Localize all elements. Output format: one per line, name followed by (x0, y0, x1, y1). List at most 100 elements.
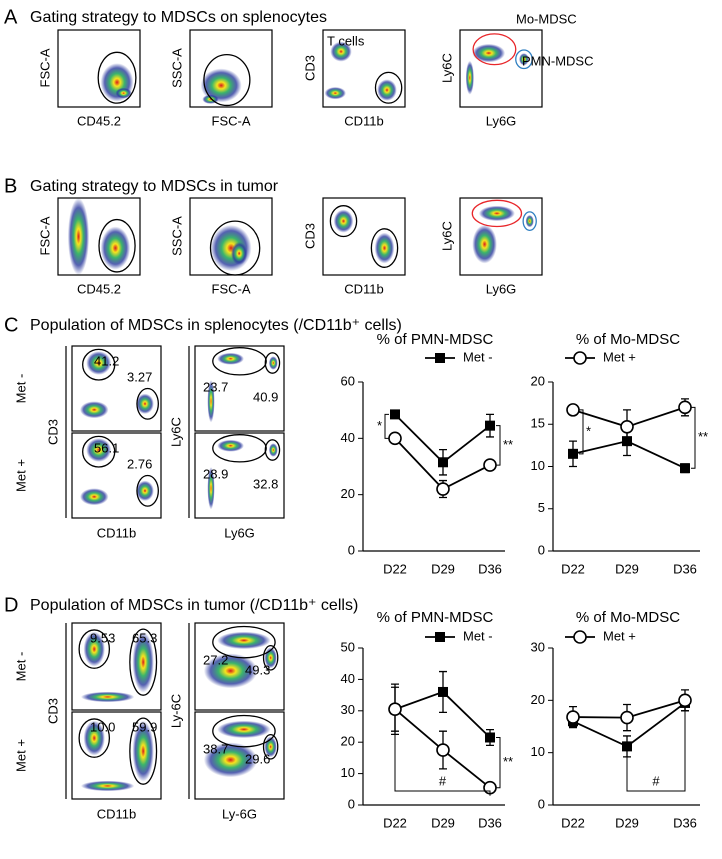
cell-population (268, 356, 278, 370)
gate-percentage: 23.7 (203, 379, 228, 394)
gate (136, 474, 159, 507)
gate-label: T cells (327, 33, 365, 48)
cell-population (333, 209, 354, 233)
gate (97, 51, 137, 104)
legend-marker (435, 632, 445, 642)
gate-percentage: 28.9 (203, 466, 228, 481)
significance-bracket (626, 710, 686, 792)
panel-title: Gating strategy to MDSCs in tumor (30, 178, 279, 195)
cell-population (200, 68, 242, 103)
gate (515, 49, 533, 70)
significance-bracket (496, 425, 501, 466)
row-label: Met - (13, 374, 28, 404)
panel-title: Gating strategy to MDSCs on splenocytes (30, 9, 327, 26)
cell-population (377, 79, 397, 101)
y-tick-label: 15 (531, 416, 545, 431)
chart-title: % of Mo-MDSC (576, 609, 680, 626)
significance-mark: ** (503, 754, 513, 769)
gate (136, 387, 159, 420)
gate-percentage: 3.27 (127, 369, 152, 384)
cell-population (132, 631, 154, 693)
gate (374, 71, 403, 104)
legend-marker (573, 630, 587, 644)
y-axis-label: SSC-A (169, 48, 184, 88)
x-tick-label: D36 (478, 815, 502, 830)
y-tick-label: 20 (341, 734, 355, 749)
panel-letter: B (4, 175, 17, 197)
gate-percentage: 38.7 (203, 741, 228, 756)
gate (471, 199, 523, 228)
significance-bracket (579, 409, 584, 455)
cell-population (86, 438, 112, 462)
y-axis-label: Ly6C (439, 53, 454, 83)
y-axis-label: SSC-A (169, 216, 184, 256)
gate (82, 348, 116, 381)
y-axis-label: Ly6C (168, 417, 183, 447)
x-tick-label: D29 (615, 815, 639, 830)
significance-mark: # (439, 773, 447, 788)
y-tick-label: 0 (538, 542, 545, 557)
legend-label: Met + (603, 628, 636, 643)
data-point (388, 702, 402, 717)
cell-population (136, 480, 154, 501)
y-axis-label: FSC-A (37, 48, 52, 87)
significance-mark: ** (503, 437, 513, 452)
data-point (678, 400, 692, 415)
gate-percentage: 10.0 (90, 719, 115, 734)
data-point (678, 693, 692, 708)
gate-percentage: 56.1 (94, 440, 119, 455)
gate-percentage: 32.8 (253, 476, 278, 491)
y-tick-label: 30 (531, 639, 545, 654)
significance-mark: # (652, 773, 660, 788)
y-tick-label: 50 (341, 639, 355, 654)
x-tick-label: D36 (478, 561, 502, 576)
x-tick-label: D22 (561, 561, 585, 576)
gate (329, 205, 358, 238)
gate-percentage: 27.2 (203, 652, 228, 667)
data-point (438, 686, 448, 697)
data-point (483, 458, 497, 472)
cell-population (80, 691, 135, 703)
gate (203, 53, 251, 107)
significance-mark: ** (698, 429, 708, 444)
cell-population (83, 720, 105, 756)
panel-letter: A (4, 6, 18, 28)
gate (264, 439, 281, 461)
significance-mark: * (377, 418, 382, 433)
data-point (436, 743, 450, 757)
cell-population (478, 205, 515, 222)
gate (98, 218, 136, 273)
cell-population (525, 214, 534, 228)
x-tick-label: D36 (673, 561, 697, 576)
data-point (390, 409, 400, 420)
chart-title: % of PMN-MDSC (377, 609, 494, 626)
gate (262, 733, 279, 760)
y-axis-label: Ly6C (439, 221, 454, 251)
cell-population (100, 226, 131, 270)
flow-plot-frame (322, 197, 406, 276)
significance-bracket (496, 736, 501, 789)
y-tick-label: 20 (531, 373, 545, 388)
gate (82, 435, 116, 468)
y-tick-label: 0 (348, 796, 355, 811)
legend-label: Met - (463, 628, 493, 643)
x-axis-label: Ly6G (224, 525, 255, 540)
x-axis-label: Ly6G (486, 113, 517, 128)
y-tick-label: 0 (348, 542, 355, 557)
series-line (572, 702, 686, 748)
chart-title: % of Mo-MDSC (576, 331, 680, 348)
y-axis-label: CD3 (45, 419, 60, 445)
gate-label: PMN-MDSC (522, 53, 594, 68)
gate-percentage: 2.76 (127, 456, 152, 471)
y-tick-label: 20 (341, 486, 355, 501)
cell-population (465, 60, 474, 95)
significance-bracket (394, 717, 491, 796)
y-tick-label: 10 (341, 765, 355, 780)
flow-plot-frame (459, 29, 543, 108)
cell-population (86, 351, 112, 375)
gate (264, 352, 281, 374)
gate (472, 33, 517, 66)
x-axis-label: FSC-A (212, 281, 251, 296)
data-point (620, 419, 634, 434)
y-axis-label: Ly-6C (168, 694, 183, 728)
